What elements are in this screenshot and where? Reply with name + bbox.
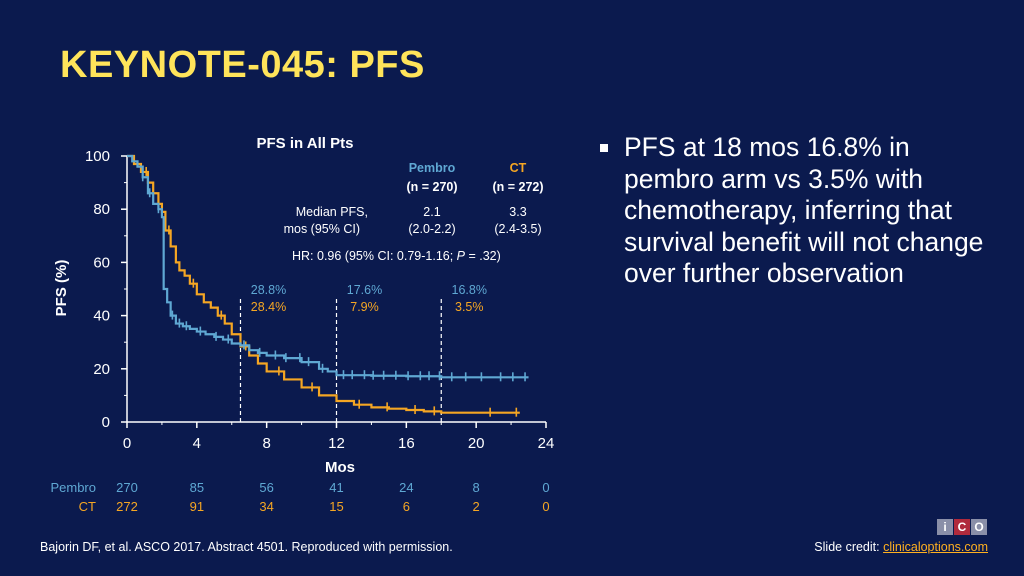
at-risk-table: 270 272 85 91 56 34 41 15 24 6 8 2 0 0 — [116, 480, 549, 514]
x-tick-label: 4 — [193, 435, 201, 452]
table-row-label-1: Median PFS, — [296, 205, 368, 219]
at-risk-pembro-value: 24 — [399, 480, 413, 495]
at-risk-pembro-value: 0 — [542, 480, 549, 495]
table-col2-sub: (n = 272) — [492, 180, 543, 194]
at-risk-pembro-value: 56 — [259, 480, 273, 495]
x-tick-label: 16 — [398, 435, 415, 452]
landmark-labels: 28.8% 28.4% 17.6% 7.9% 16.8% 3.5% — [251, 283, 487, 314]
axis-ticks: 0 4 8 12 16 20 24 0 20 40 60 80 100 — [85, 148, 554, 452]
slide-title: KEYNOTE-045: PFS — [60, 44, 425, 86]
y-tick-label: 0 — [102, 414, 110, 431]
y-tick-label: 40 — [93, 308, 110, 325]
y-tick-label: 80 — [93, 201, 110, 218]
pembro-ci: (2.0-2.2) — [408, 222, 455, 236]
at-risk-ct-value: 0 — [542, 499, 549, 514]
chart-title: PFS in All Pts — [257, 135, 354, 152]
logo-letter-i: i — [937, 519, 953, 535]
x-axis-label: Mos — [325, 459, 355, 476]
logo-letter-o: O — [971, 519, 987, 535]
x-tick-label: 24 — [538, 435, 555, 452]
y-tick-label: 60 — [93, 254, 110, 271]
km-chart: PFS in All Pts PFS (%) Mos 0 4 8 12 16 20 2402… — [50, 135, 554, 514]
slide-credit-label: Slide credit: — [814, 540, 884, 554]
table-col2-header: CT — [510, 161, 527, 175]
ct-curve — [127, 154, 520, 414]
logo-letter-c: C — [954, 519, 970, 535]
bullet-square-icon — [600, 144, 608, 152]
bullet-text: PFS at 18 mos 16.8% in pembro arm vs 3.5… — [624, 132, 984, 288]
citation: Bajorin DF, et al. ASCO 2017. Abstract 4… — [40, 540, 453, 554]
x-tick-label: 12 — [328, 435, 345, 452]
at-risk-ct-value: 2 — [473, 499, 480, 514]
landmark-ct-value: 3.5% — [455, 300, 484, 314]
slide-credit: Slide credit: clinicaloptions.com — [814, 540, 988, 554]
at-risk-ct-value: 272 — [116, 499, 138, 514]
curves — [127, 154, 529, 417]
y-tick-label: 20 — [93, 361, 110, 378]
at-risk-pembro-value: 270 — [116, 480, 138, 495]
at-risk-pembro-label: Pembro — [50, 480, 96, 495]
at-risk-ct-value: 6 — [403, 499, 410, 514]
ct-ci: (2.4-3.5) — [494, 222, 541, 236]
x-tick-label: 0 — [123, 435, 131, 452]
landmark-pembro-value: 16.8% — [452, 283, 487, 297]
y-axis-label: PFS (%) — [53, 260, 70, 317]
landmark-pembro-value: 17.6% — [347, 283, 382, 297]
x-tick-label: 8 — [262, 435, 270, 452]
at-risk-ct-value: 15 — [329, 499, 343, 514]
hazard-ratio: HR: 0.96 (95% CI: 0.79-1.16; P = .32) — [292, 249, 501, 263]
at-risk-pembro-value: 8 — [473, 480, 480, 495]
pembro-median: 2.1 — [423, 205, 440, 219]
x-tick-label: 20 — [468, 435, 485, 452]
at-risk-ct-label: CT — [79, 499, 96, 514]
bullet-point: PFS at 18 mos 16.8% in pembro arm vs 3.5… — [600, 132, 1000, 290]
table-col1-sub: (n = 270) — [406, 180, 457, 194]
landmark-ct-value: 28.4% — [251, 300, 286, 314]
landmark-pembro-value: 28.8% — [251, 283, 286, 297]
pembro-curve — [127, 154, 529, 379]
landmark-lines — [239, 298, 442, 422]
at-risk-ct-value: 91 — [190, 499, 204, 514]
table-col1-header: Pembro — [409, 161, 456, 175]
at-risk-ct-value: 34 — [259, 499, 273, 514]
table-row-label-2: mos (95% CI) — [284, 222, 360, 236]
landmark-ct-value: 7.9% — [350, 300, 379, 314]
at-risk-pembro-value: 41 — [329, 480, 343, 495]
ct-median: 3.3 — [509, 205, 526, 219]
slide-credit-link[interactable]: clinicaloptions.com — [883, 540, 988, 554]
at-risk-pembro-value: 85 — [190, 480, 204, 495]
clinical-options-logo: i C O — [937, 519, 987, 535]
y-tick-label: 100 — [85, 148, 110, 165]
